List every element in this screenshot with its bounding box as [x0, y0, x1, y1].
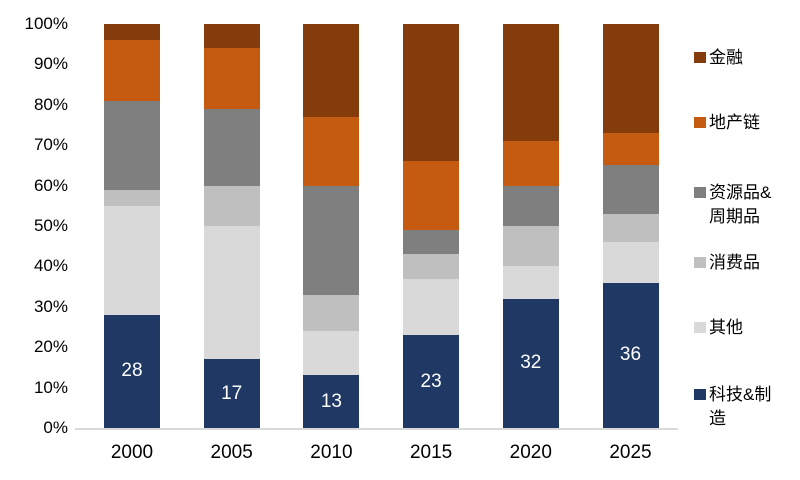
bar-segment-consumer-goods [502, 226, 559, 267]
bar-segment-others [502, 266, 559, 299]
y-tick-label: 60% [33, 175, 68, 195]
bar-segment-resources-cyclical [403, 230, 460, 255]
x-tick-label: 2000 [110, 442, 154, 463]
legend-item-property-chain: 地产链 [694, 111, 785, 135]
bar-value-label: 36 [619, 344, 642, 366]
legend-item-finance: 金融 [694, 46, 785, 70]
legend-label: 其他 [709, 318, 743, 337]
bar-segment-tech-manufacturing: 36 [602, 282, 659, 428]
bar-segment-resources-cyclical [303, 185, 360, 295]
bar-segment-property-chain [104, 40, 160, 101]
bar-segment-finance [303, 24, 360, 117]
legend-item-consumer-goods: 消费品 [694, 251, 785, 275]
legend-label: 科技&制造 [709, 385, 772, 428]
y-tick-label: 10% [33, 377, 68, 397]
bar-segment-others [203, 226, 260, 360]
bar-segment-finance [104, 24, 160, 41]
bar-segment-property-chain [303, 116, 360, 186]
bar-value-label: 28 [121, 360, 143, 382]
bar-segment-property-chain [403, 161, 460, 231]
x-tick-label: 2010 [310, 442, 353, 463]
bar-segment-others [602, 242, 659, 283]
bar-segment-property-chain [203, 48, 260, 109]
bar-segment-tech-manufacturing: 32 [502, 298, 559, 428]
bar-2010: 13 [303, 24, 360, 428]
legend-label: 地产链 [709, 113, 760, 132]
bar-segment-consumer-goods [602, 213, 659, 243]
bar-segment-others [403, 278, 460, 336]
y-tick-label: 100% [24, 14, 68, 33]
bar-segment-finance [403, 24, 460, 162]
y-tick-label: 50% [33, 216, 68, 235]
bar-value-label: 32 [520, 352, 542, 374]
bar-segment-resources-cyclical [502, 185, 559, 226]
bar-value-label: 13 [320, 390, 342, 412]
bar-segment-consumer-goods [203, 185, 260, 226]
bar-2025: 36 [602, 24, 659, 428]
bar-segment-finance [602, 24, 659, 134]
bar-value-label: 17 [221, 382, 243, 404]
x-tick-label: 2025 [609, 442, 652, 463]
legend-swatch-icon [694, 322, 706, 333]
legend-item-tech-manufacturing: 科技&制造 [694, 383, 785, 431]
legend-item-resources-cyclical: 资源品&周期品 [694, 181, 785, 229]
y-tick-label: 30% [33, 296, 68, 316]
x-tick-label: 2015 [409, 442, 453, 463]
legend-label: 金融 [709, 48, 743, 67]
bar-segment-tech-manufacturing: 28 [104, 314, 160, 428]
bar-segment-finance [502, 24, 559, 142]
y-tick-label: 0% [43, 418, 68, 437]
bar-segment-consumer-goods [303, 294, 360, 332]
x-tick-label: 2020 [509, 442, 552, 463]
bar-2000: 28 [104, 24, 160, 428]
bar-segment-others [104, 205, 160, 315]
bar-segment-property-chain [602, 133, 659, 166]
bar-segment-resources-cyclical [203, 108, 260, 186]
legend-swatch-icon [694, 52, 706, 63]
bar-segment-tech-manufacturing: 23 [403, 335, 460, 428]
y-tick-label: 90% [33, 54, 68, 74]
legend-swatch-icon [694, 257, 706, 268]
bar-segment-property-chain [502, 141, 559, 186]
bar-2015: 23 [403, 24, 460, 428]
x-tick-label: 2005 [210, 442, 253, 463]
bar-value-label: 23 [420, 370, 442, 392]
bar-2005: 17 [203, 24, 260, 428]
legend-label: 消费品 [709, 253, 760, 272]
legend-swatch-icon [694, 389, 706, 400]
bar-segment-consumer-goods [403, 254, 460, 279]
bar-segment-resources-cyclical [104, 100, 160, 190]
legend-label: 资源品&周期品 [709, 183, 772, 226]
bar-segment-tech-manufacturing: 13 [303, 375, 360, 428]
bar-segment-resources-cyclical [602, 165, 659, 214]
y-tick-label: 70% [33, 135, 68, 155]
legend-swatch-icon [694, 187, 706, 198]
bar-segment-finance [203, 24, 260, 49]
legend-swatch-icon [694, 117, 706, 128]
bar-segment-others [303, 331, 360, 376]
x-axis-line [75, 428, 678, 430]
legend-item-others: 其他 [694, 316, 785, 340]
y-tick-label: 80% [33, 94, 68, 114]
y-tick-label: 20% [33, 337, 68, 357]
bar-segment-consumer-goods [104, 189, 160, 206]
y-tick-label: 40% [33, 256, 68, 276]
bar-segment-tech-manufacturing: 17 [203, 359, 260, 428]
bar-2020: 32 [502, 24, 559, 428]
